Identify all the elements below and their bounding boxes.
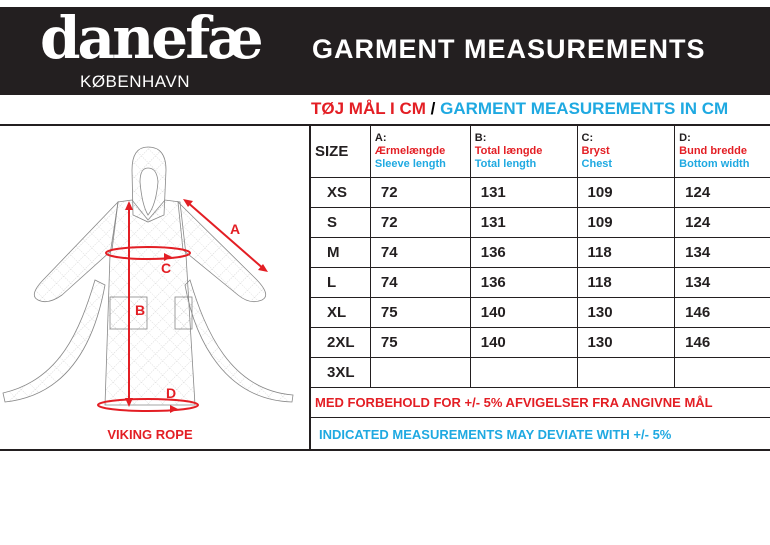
robe-illustration: A B C D <box>2 146 294 413</box>
column-letter: D: <box>679 132 691 144</box>
value-cell: 134 <box>674 237 770 268</box>
column-letter: B: <box>474 132 487 144</box>
value-cell: 131 <box>469 177 578 208</box>
belt-right <box>184 279 294 403</box>
value-cell: 131 <box>469 207 578 238</box>
size-cell: M <box>310 237 371 268</box>
value-cell: 130 <box>576 327 676 358</box>
belt-left <box>2 279 106 403</box>
table-row: XS 72 131 109 124 <box>310 177 770 208</box>
garment-name: VIKING ROPE <box>107 427 193 442</box>
value-cell: 109 <box>576 207 676 238</box>
column-header-c: C: Bryst Chest <box>576 125 676 178</box>
table-row: 3XL <box>310 357 770 388</box>
size-cell: 3XL <box>310 357 371 388</box>
label-c: C <box>161 260 171 276</box>
value-cell <box>369 357 471 388</box>
value-cell: 109 <box>576 177 676 208</box>
column-english: Total length <box>474 158 537 170</box>
column-danish: Bryst <box>581 145 610 157</box>
sleeve-right <box>177 200 267 303</box>
table-row: XL 75 140 130 146 <box>310 297 770 328</box>
header-bar: danefæ KØBENHAVN GARMENT MEASUREMENTS <box>0 7 770 95</box>
value-cell: 130 <box>576 297 676 328</box>
value-cell: 136 <box>469 267 578 298</box>
brand-city: KØBENHAVN <box>80 72 190 91</box>
size-cell: L <box>310 267 371 298</box>
value-cell <box>469 357 578 388</box>
table-row: S 72 131 109 124 <box>310 207 770 238</box>
label-b: B <box>135 302 145 318</box>
column-header-a: A: Ærmelængde Sleeve length <box>369 125 471 178</box>
note-danish: MED FORBEHOLD FOR +/- 5% AFVIGELSER FRA … <box>310 387 770 418</box>
label-a: A <box>230 221 240 237</box>
note-row-english: INDICATED MEASUREMENTS MAY DEVIATE WITH … <box>310 417 770 451</box>
column-english: Chest <box>581 158 613 170</box>
table-row: 2XL 75 140 130 146 <box>310 327 770 358</box>
table-row: L 74 136 118 134 <box>310 267 770 298</box>
measurement-table: SIZE A: Ærmelængde Sleeve length B: Total l… <box>310 125 770 451</box>
value-cell: 74 <box>369 237 471 268</box>
value-cell: 72 <box>369 177 471 208</box>
value-cell: 140 <box>469 297 578 328</box>
value-cell <box>576 357 676 388</box>
value-cell: 146 <box>674 327 770 358</box>
value-cell: 75 <box>369 297 471 328</box>
value-cell: 136 <box>469 237 578 268</box>
label-d: D <box>166 385 176 401</box>
column-english: Bottom width <box>679 158 750 170</box>
size-cell: 2XL <box>310 327 371 358</box>
value-cell <box>674 357 770 388</box>
note-english: INDICATED MEASUREMENTS MAY DEVIATE WITH … <box>310 417 770 451</box>
value-cell: 140 <box>469 327 578 358</box>
size-cell: XL <box>310 297 371 328</box>
column-letter: A: <box>374 132 387 144</box>
value-cell: 118 <box>576 237 676 268</box>
column-header-d: D: Bund bredde Bottom width <box>674 125 770 178</box>
value-cell: 124 <box>674 207 770 238</box>
column-letter: C: <box>581 132 594 144</box>
column-header-b: B: Total længde Total length <box>469 125 578 178</box>
column-danish: Bund bredde <box>679 145 747 157</box>
value-cell: 75 <box>369 327 471 358</box>
arrow-a <box>185 200 266 271</box>
subtitle-separator: / <box>430 99 436 118</box>
brand-logo: danefæ <box>40 4 264 72</box>
size-cell: S <box>310 207 371 238</box>
pocket-right <box>174 296 193 330</box>
size-header: SIZE <box>310 125 371 178</box>
column-english: Sleeve length <box>374 158 446 170</box>
column-danish: Ærmelængde <box>374 145 446 157</box>
page-title: GARMENT MEASUREMENTS <box>312 34 706 64</box>
subtitle-english: GARMENT MEASUREMENTS IN CM <box>440 99 729 118</box>
value-cell: 74 <box>369 267 471 298</box>
divider <box>309 124 311 451</box>
ellipse-c <box>105 246 191 260</box>
table-row: M 74 136 118 134 <box>310 237 770 268</box>
note-row-danish: MED FORBEHOLD FOR +/- 5% AFVIGELSER FRA … <box>310 387 770 418</box>
value-cell: 72 <box>369 207 471 238</box>
subtitle: TØJ MÅL I CM / GARMENT MEASUREMENTS IN C… <box>311 99 728 119</box>
value-cell: 118 <box>576 267 676 298</box>
table-header-row: SIZE A: Ærmelængde Sleeve length B: Total l… <box>310 125 770 178</box>
column-danish: Total længde <box>474 145 543 157</box>
value-cell: 124 <box>674 177 770 208</box>
size-cell: XS <box>310 177 371 208</box>
ellipse-d <box>97 398 199 412</box>
value-cell: 134 <box>674 267 770 298</box>
value-cell: 146 <box>674 297 770 328</box>
subtitle-danish: TØJ MÅL I CM <box>311 99 426 118</box>
sleeve-left <box>33 200 119 303</box>
